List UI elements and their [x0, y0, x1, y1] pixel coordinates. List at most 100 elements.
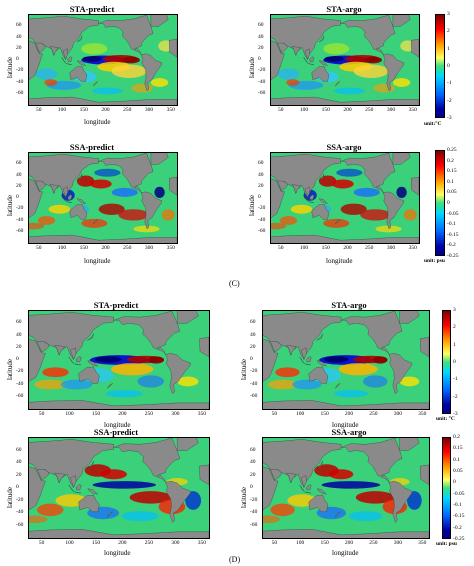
landmass — [141, 191, 162, 230]
salinity-colorbar — [442, 437, 451, 539]
anomaly-patch — [150, 78, 169, 87]
landmass — [340, 15, 396, 56]
y-tick-label: 0 — [258, 56, 261, 62]
y-tick-label: -60 — [16, 89, 24, 96]
landmass — [291, 46, 301, 56]
landmass — [61, 195, 67, 202]
y-tick-label: -20 — [16, 368, 24, 375]
x-tick-label: 100 — [57, 245, 67, 251]
landmass — [299, 484, 305, 492]
x-tick-label: 50 — [36, 107, 42, 113]
x-tick-label: 200 — [101, 107, 110, 113]
colorbar-tick-label: 0.2 — [453, 434, 460, 440]
anomaly-patch — [338, 363, 378, 376]
colorbar-tick-label: 0 — [453, 359, 456, 365]
y-tick-label: 20 — [258, 182, 264, 189]
landmass — [150, 153, 169, 165]
landmass — [311, 204, 330, 220]
colorbar-tick-label: -2 — [447, 97, 452, 104]
anomaly-patch — [29, 515, 48, 523]
x-tick-label: 100 — [57, 107, 67, 113]
landmass — [169, 39, 177, 58]
x-tick-label: 100 — [65, 540, 74, 546]
landmass — [392, 153, 411, 165]
colorbar-tick-label: 0.05 — [453, 468, 463, 474]
landmass — [399, 311, 420, 324]
landmass — [113, 438, 181, 484]
anomaly-patch — [60, 379, 93, 390]
landmass — [67, 194, 73, 200]
landmass — [388, 353, 413, 394]
x-tick-label: 150 — [79, 245, 88, 251]
anomaly-patch — [323, 43, 350, 55]
anomaly-patch — [42, 367, 69, 378]
landmass — [308, 63, 314, 65]
colorbar-tick-label: -0.1 — [453, 502, 462, 508]
y-axis-label: latitude — [6, 487, 14, 508]
y-tick-label: 40 — [16, 459, 22, 465]
landmass — [70, 347, 77, 360]
landmass — [36, 469, 50, 481]
y-axis-label: latitude — [248, 57, 256, 78]
landmass — [388, 480, 413, 523]
y-tick-label: -20 — [16, 496, 24, 503]
landmass — [68, 484, 75, 492]
landmass — [309, 56, 315, 62]
anomaly-patch — [324, 356, 349, 363]
landmass — [291, 184, 301, 194]
landmass — [263, 466, 279, 511]
x-tick-label: 350 — [197, 540, 206, 546]
anomaly-patch — [328, 469, 354, 480]
anomaly-patch — [324, 56, 344, 62]
x-tick-label: 300 — [144, 245, 154, 251]
x-tick-label: 300 — [171, 411, 180, 417]
ocean-map — [262, 310, 430, 410]
y-tick-label: -20 — [250, 496, 258, 503]
anomaly-patch — [131, 83, 154, 93]
anomaly-patch — [76, 175, 95, 187]
landmass — [335, 383, 341, 389]
landmass — [270, 469, 282, 481]
y-tick-label: 60 — [16, 160, 22, 167]
landmass — [420, 337, 429, 358]
colorbar-tick-label: -0.2 — [453, 524, 462, 531]
panel-title: SSA-argo — [331, 427, 367, 437]
y-tick-label: 60 — [16, 319, 22, 326]
landmass — [150, 15, 169, 27]
landmass — [271, 40, 285, 80]
landmass — [107, 383, 113, 389]
landmass — [36, 341, 50, 353]
x-tick-label: 200 — [101, 245, 110, 251]
landmass — [383, 191, 404, 230]
colorbar-tick-label: -0.1 — [447, 221, 456, 228]
x-tick-label: 250 — [123, 107, 132, 113]
anomaly-patch — [92, 87, 123, 95]
colorbar-unit: unit: psu — [436, 541, 457, 547]
landmass — [70, 475, 77, 488]
landmass — [113, 311, 181, 356]
y-tick-label: 20 — [16, 471, 22, 478]
x-tick-label: 50 — [271, 411, 278, 417]
section-label: (D) — [229, 555, 241, 564]
x-tick-label: 300 — [393, 540, 402, 546]
landmass — [300, 347, 307, 360]
landmass — [66, 63, 72, 65]
landmass — [303, 195, 309, 202]
x-tick-label: 150 — [91, 540, 101, 546]
x-tick-label: 50 — [271, 540, 278, 546]
y-tick-label: 0 — [250, 356, 253, 362]
landmass — [87, 333, 94, 341]
y-tick-label: -40 — [250, 509, 258, 515]
anomaly-patch — [292, 379, 322, 390]
x-tick-label: 200 — [344, 411, 354, 417]
landmass — [74, 491, 81, 494]
landmass — [76, 173, 83, 181]
panel-title: STA-predict — [93, 300, 139, 310]
y-tick-label: -60 — [250, 392, 258, 399]
anomaly-patch — [353, 64, 389, 78]
anomaly-patch — [364, 56, 382, 64]
anomaly-patch — [355, 491, 395, 504]
colorbar-tick-label: 3 — [453, 307, 456, 313]
anomaly-patch — [360, 209, 391, 221]
x-tick-label: 50 — [36, 245, 42, 251]
